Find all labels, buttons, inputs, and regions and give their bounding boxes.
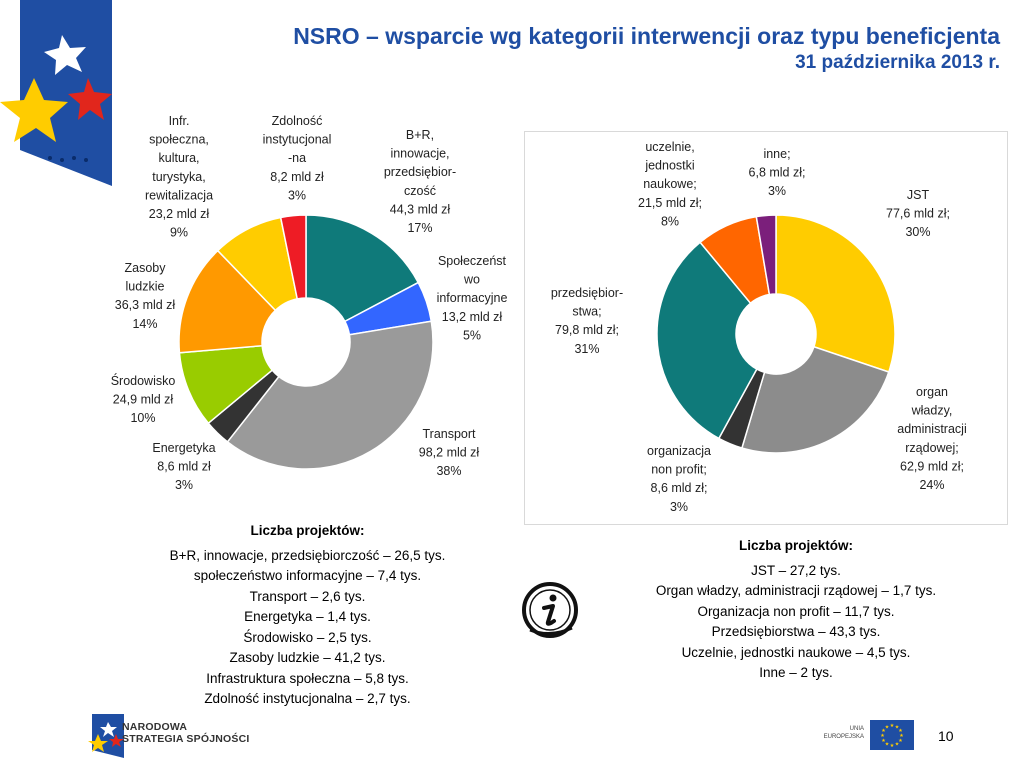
donut-slice	[656, 241, 758, 440]
svg-text:★: ★	[899, 733, 904, 739]
svg-text:★: ★	[885, 742, 890, 748]
eu-text-line1: UNIA	[849, 726, 864, 732]
svg-text:★: ★	[890, 743, 895, 749]
projects-item: Infrastruktura społeczna – 5,8 tys.	[206, 670, 409, 686]
slice-label: Środowisko 24,9 mld zł 10%	[111, 373, 176, 425]
slice-label: Zdolność instytucjonal -na 8,2 mld zł 3%	[263, 114, 332, 202]
nss-logo-text: NARODOWA STRATEGIA SPÓJNOŚCI	[122, 721, 249, 745]
projects-item: Organizacja non profit – 11,7 tys.	[697, 603, 895, 619]
projects-item: JST – 27,2 tys.	[751, 562, 841, 578]
projects-item: Zasoby ludzkie – 41,2 tys.	[229, 650, 386, 665]
svg-text:★: ★	[881, 728, 886, 734]
page-number: 10	[938, 728, 954, 744]
info-icon[interactable]	[520, 580, 580, 640]
slice-label: Transport 98,2 mld zł 38%	[419, 427, 480, 478]
eu-text-line2: EUROPEJSKA	[823, 734, 864, 740]
slice-label: Infr. społeczna, kultura, turystyka, rewital…	[145, 114, 213, 240]
projects-item: Transport – 2,6 tys.	[249, 588, 366, 604]
projects-item: społeczeństwo informacyjne – 7,4 tys.	[193, 568, 422, 583]
projects-list-categories: Liczba projektów: B+R, innowacje, przeds…	[130, 521, 485, 710]
chart-frame	[524, 131, 1008, 525]
donut-chart-categories: B+R, innowacje, przedsiębior-czość 44,3 mld…	[111, 114, 508, 492]
projects-item: Inne – 2 tys.	[759, 665, 833, 680]
donut-slice	[178, 249, 277, 354]
eu-flag-icon: ★ ★★ ★★★ ★★★ ★★★	[870, 720, 914, 750]
slice-label: JST 77,6 mld zł; 30%	[886, 188, 950, 239]
svg-text:★: ★	[890, 723, 895, 729]
svg-text:★: ★	[895, 725, 900, 731]
projects-item: Organ władzy, administracji rządowej – 1…	[655, 583, 937, 598]
projects-item: Środowisko – 2,5 tys.	[243, 629, 372, 645]
donut-slice	[740, 345, 890, 454]
donut-slice	[755, 214, 777, 296]
donut-slice	[775, 214, 896, 373]
donut-slice	[305, 214, 420, 323]
nss-logo-line2: STRATEGIA SPÓJNOŚCI	[122, 733, 250, 745]
projects-item: Przedsiębiorstwa – 43,3 tys.	[711, 624, 881, 639]
slice-label: inne; 6,8 mld zł; 3%	[749, 147, 806, 198]
slice-label: organizacja non profit; 8,6 mld zł; 3%	[647, 444, 711, 514]
svg-text:★: ★	[881, 738, 886, 744]
projects-item: Energetyka – 1,4 tys.	[244, 609, 371, 624]
nss-footer-logo-icon	[88, 714, 124, 758]
svg-text:★: ★	[885, 725, 890, 731]
slice-label: Energetyka 8,6 mld zł 3%	[152, 441, 215, 492]
donut-slice	[279, 214, 307, 300]
slice-label: przedsiębior-stwa; 79,8 mld zł; 31%	[551, 286, 623, 356]
svg-text:★: ★	[898, 738, 903, 744]
svg-text:★: ★	[895, 742, 900, 748]
donut-chart-beneficiaries: JST 77,6 mld zł; 30% organ władzy, administra…	[551, 140, 967, 514]
projects-item: B+R, innowacje, przedsiębiorczość – 26,5…	[169, 547, 446, 563]
slide-title: NSRO – wsparcie wg kategorii interwencji…	[293, 23, 1000, 49]
nss-star-logo-icon	[0, 0, 112, 186]
slice-label: organ władzy, administracji rządowej; 62,9 m…	[897, 385, 966, 492]
svg-text:★: ★	[880, 733, 885, 739]
title-block: NSRO – wsparcie wg kategorii interwencji…	[293, 22, 1000, 76]
projects-heading: Liczba projektów:	[250, 523, 365, 538]
svg-text:★: ★	[898, 728, 903, 734]
projects-item: Uczelnie, jednostki naukowe – 4,5 tys.	[681, 644, 911, 660]
projects-list-beneficiaries: Liczba projektów: JST – 27,2 tys. Organ …	[610, 536, 982, 684]
donut-slice	[226, 320, 434, 470]
projects-item: Zdolność instytucjonalna – 2,7 tys.	[204, 691, 411, 706]
slice-label: uczelnie, jednostki naukowe; 21,5 mld zł; 8%	[638, 140, 702, 228]
nss-logo-line1: NARODOWA	[122, 721, 188, 733]
slice-label: Społeczeńst wo informacyjne 13,2 mld zł 5%	[437, 254, 508, 342]
slide-subtitle: 31 października 2013 r.	[795, 52, 1000, 73]
projects-heading: Liczba projektów:	[738, 538, 853, 553]
slice-label: Zasoby ludzkie 36,3 mld zł 14%	[115, 261, 176, 331]
slice-label: B+R, innowacje, przedsiębior-czość 44,3 mld…	[384, 128, 456, 235]
eu-text: UNIA EUROPEJSKA	[822, 725, 864, 741]
